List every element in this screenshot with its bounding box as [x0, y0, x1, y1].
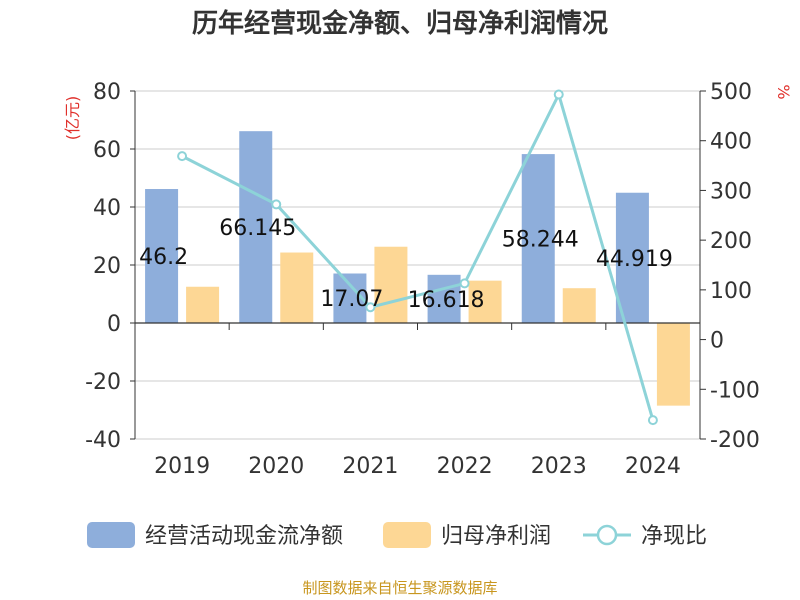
- net-profit-bar: [186, 286, 220, 323]
- cash-flow-bar: [521, 154, 555, 323]
- legend: 经营活动现金流净额 归母净利润 净现比: [87, 522, 707, 549]
- cash-flow-value-label: 17.07: [320, 287, 383, 312]
- x-tick-label: 2020: [248, 454, 304, 479]
- legend-swatch-cash-flow: [87, 522, 135, 548]
- cash-flow-bar: [145, 189, 179, 323]
- left-axis-unit: (亿元): [63, 96, 82, 141]
- cash-flow-value-label: 44.919: [596, 247, 673, 272]
- ratio-point: [459, 278, 470, 289]
- net-profit-bar: [562, 288, 596, 323]
- ratio-line-path: [181, 90, 655, 421]
- left-tick-label: 60: [93, 138, 121, 163]
- right-tick-label: 200: [710, 229, 752, 254]
- left-tick-label: 20: [93, 254, 121, 279]
- axes: 806040200-20-405004003002001000-100-2002…: [85, 80, 760, 479]
- chart-title: 历年经营现金净额、归母净利润情况: [192, 8, 608, 39]
- ratio-point: [647, 415, 658, 426]
- legend-swatch-net-profit: [383, 522, 431, 548]
- right-tick-label: 500: [710, 80, 752, 105]
- left-tick-label: -20: [85, 370, 121, 395]
- x-tick-label: 2024: [625, 454, 681, 479]
- x-tick-label: 2021: [342, 454, 398, 479]
- bars: [145, 131, 690, 406]
- right-tick-label: 400: [710, 130, 752, 155]
- right-tick-label: -200: [710, 428, 760, 453]
- net-profit-bar: [656, 323, 690, 406]
- legend-label-net-profit: 归母净利润: [441, 524, 551, 549]
- legend-label-cash-flow: 经营活动现金流净额: [145, 524, 343, 549]
- x-tick-label: 2022: [437, 454, 493, 479]
- ratio-point: [177, 151, 188, 162]
- source-note: 制图数据来自恒生聚源数据库: [302, 579, 497, 597]
- legend-marker-ratio: [596, 524, 618, 546]
- ratio-point: [365, 302, 376, 313]
- data-labels: 46.2 66.145 17.07 16.618 58.244 44.919: [139, 216, 673, 313]
- left-tick-label: -40: [85, 428, 121, 453]
- net-profit-bar: [374, 246, 408, 323]
- net-profit-bar: [468, 280, 502, 323]
- cash-flow-bar: [427, 274, 461, 323]
- cash-flow-value-label: 16.618: [408, 288, 485, 313]
- right-tick-label: -100: [710, 378, 760, 403]
- right-tick-label: 300: [710, 179, 752, 204]
- ratio-point: [271, 199, 282, 210]
- cash-flow-value-label: 66.145: [219, 216, 296, 241]
- legend-label-ratio: 净现比: [641, 524, 707, 549]
- right-tick-label: 100: [710, 279, 752, 304]
- left-tick-label: 40: [93, 196, 121, 221]
- x-tick-label: 2019: [154, 454, 210, 479]
- ratio-point: [553, 89, 564, 100]
- left-tick-label: 80: [93, 80, 121, 105]
- x-tick-label: 2023: [531, 454, 587, 479]
- cash-flow-value-label: 46.2: [139, 245, 188, 270]
- cash-flow-bar: [239, 131, 273, 323]
- cash-flow-value-label: 58.244: [502, 228, 579, 253]
- right-axis-unit: %: [774, 84, 793, 99]
- right-tick-label: 0: [710, 329, 724, 354]
- ratio-line: [177, 89, 658, 426]
- net-profit-bar: [280, 252, 314, 323]
- left-tick-label: 0: [107, 312, 121, 337]
- cash-flow-bar: [615, 192, 649, 323]
